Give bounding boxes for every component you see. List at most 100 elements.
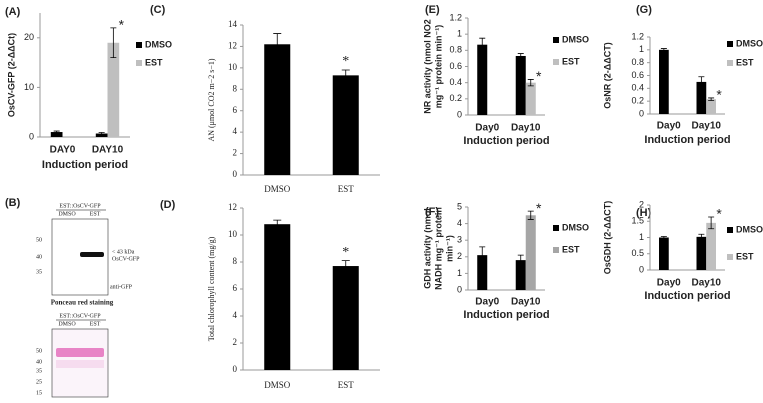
- y-axis-label: OsNR (2-ΔΔCT): [602, 42, 612, 108]
- legend-swatch: [727, 254, 733, 260]
- y-tick-label: 2: [233, 337, 238, 347]
- y-tick-label: 0.6: [449, 61, 462, 71]
- legend-label: EST: [562, 244, 580, 254]
- error-bar: [698, 233, 705, 240]
- y-tick-label: 1: [639, 232, 644, 242]
- y-tick-label: 10: [24, 82, 34, 92]
- x-axis-label: Induction period: [463, 309, 549, 321]
- error-bar: [698, 76, 705, 88]
- error-bar: [660, 236, 667, 239]
- x-tick-label: DMSO: [264, 380, 291, 390]
- smear: [56, 360, 104, 368]
- y-tick-label: 4: [457, 218, 462, 228]
- bar: [50, 132, 63, 137]
- legend-label: EST: [736, 251, 754, 261]
- y-tick-label: 12: [228, 40, 237, 50]
- bar: [477, 44, 488, 115]
- panel-label: (E): [425, 4, 440, 16]
- y-tick-label: 1.2: [631, 31, 644, 41]
- x-tick-label: Day10: [511, 297, 541, 308]
- error-bar: [527, 210, 534, 220]
- marker: 25: [36, 379, 42, 385]
- legend-label: DMSO: [145, 39, 172, 49]
- x-tick-label: EST: [338, 380, 355, 390]
- y-tick-label: 0: [233, 364, 238, 374]
- y-tick-label: 2: [233, 148, 238, 158]
- y-axis-label: Total chlorophyll content (mg/g): [207, 236, 216, 341]
- y-tick-label: 0: [457, 109, 462, 119]
- x-tick-label: DMSO: [264, 184, 291, 194]
- error-bar: [660, 48, 667, 52]
- bar: [332, 75, 359, 175]
- legend-swatch: [553, 225, 559, 231]
- y-tick-label: 0: [457, 284, 462, 294]
- error-bar: [110, 27, 117, 59]
- legend-label: DMSO: [562, 34, 589, 44]
- lane-label: DMSO: [58, 321, 76, 327]
- bar: [696, 236, 707, 270]
- y-tick-label: 1: [457, 268, 462, 278]
- bar-chart: (G) 0 0.2 0.4 0.6 0.8 1 1.2 OsNR (2-ΔΔCT) Inducti…: [602, 4, 763, 146]
- y-axis-label: AN (μmol CO2 m−2 s−1): [207, 58, 216, 141]
- bar: [95, 133, 108, 137]
- x-tick-label: Day0: [657, 121, 681, 132]
- y-tick-label: 6: [233, 105, 238, 115]
- y-tick-label: 4: [233, 126, 238, 136]
- gfp-band: [80, 252, 104, 257]
- bar: [515, 260, 526, 290]
- stain-title: Ponceau red staining: [51, 299, 114, 307]
- y-tick-label: 8: [233, 83, 238, 93]
- y-tick-label: 1.2: [449, 12, 462, 22]
- annotation: *: [536, 200, 542, 216]
- y-tick-label: 0.8: [631, 57, 644, 67]
- panel-label: (H): [636, 207, 652, 219]
- annotation: *: [119, 17, 125, 33]
- y-axis-label: min⁻¹): [444, 235, 454, 262]
- y-tick-label: 1: [457, 29, 462, 39]
- bar: [525, 82, 536, 115]
- error-bar: [708, 216, 715, 230]
- x-tick-label: DAY10: [92, 145, 124, 156]
- bar: [706, 222, 716, 270]
- error-bar: [53, 130, 60, 134]
- annotation: *: [536, 68, 542, 84]
- x-tick-label: Day10: [692, 121, 722, 132]
- panel-label: (D): [160, 199, 176, 211]
- error-bar: [273, 219, 282, 229]
- y-tick-label: 0: [639, 108, 644, 118]
- y-tick-label: 10: [228, 62, 238, 72]
- blot-header: EST::OsCV-GFP: [59, 203, 101, 209]
- y-tick-label: 14: [228, 19, 238, 29]
- marker: 40: [36, 359, 42, 365]
- legend-swatch: [136, 42, 142, 48]
- x-axis-label: Induction period: [42, 159, 128, 171]
- antibody: anti-GFP: [110, 284, 133, 290]
- y-tick-label: 0.2: [631, 96, 644, 106]
- legend-label: EST: [145, 57, 163, 67]
- y-tick-label: 6: [233, 283, 238, 293]
- y-axis-label: NR activity (nmol NO2: [422, 19, 432, 114]
- legend-swatch: [727, 41, 733, 47]
- band-label: OsCV-GFP: [112, 256, 140, 262]
- y-axis-label: GDH activity (nmol: [422, 208, 432, 289]
- y-axis-label: NADH mg⁻¹ protein: [433, 207, 443, 290]
- panel-label: (F): [425, 206, 439, 218]
- error-bar: [479, 246, 486, 264]
- error-bar: [341, 69, 350, 82]
- lane-label: DMSO: [58, 211, 76, 217]
- bar: [659, 49, 669, 115]
- bar: [706, 99, 716, 114]
- y-tick-label: 20: [24, 32, 34, 42]
- y-tick-label: 2: [639, 199, 644, 209]
- x-tick-label: Day10: [511, 123, 541, 134]
- western-blot: (B) EST::OsCV-GFP DMSO EST 50 40 35 < 43…: [5, 197, 140, 398]
- marker: 40: [36, 254, 42, 260]
- blot-header: EST::OsCV-GFP: [59, 313, 101, 319]
- y-tick-label: 10: [228, 229, 238, 239]
- rubisco-band: [56, 348, 104, 357]
- marker: 15: [36, 390, 42, 396]
- y-tick-label: 5: [457, 201, 462, 211]
- y-tick-label: 0: [29, 131, 34, 141]
- x-tick-label: Day0: [475, 123, 499, 134]
- legend-label: DMSO: [736, 38, 763, 48]
